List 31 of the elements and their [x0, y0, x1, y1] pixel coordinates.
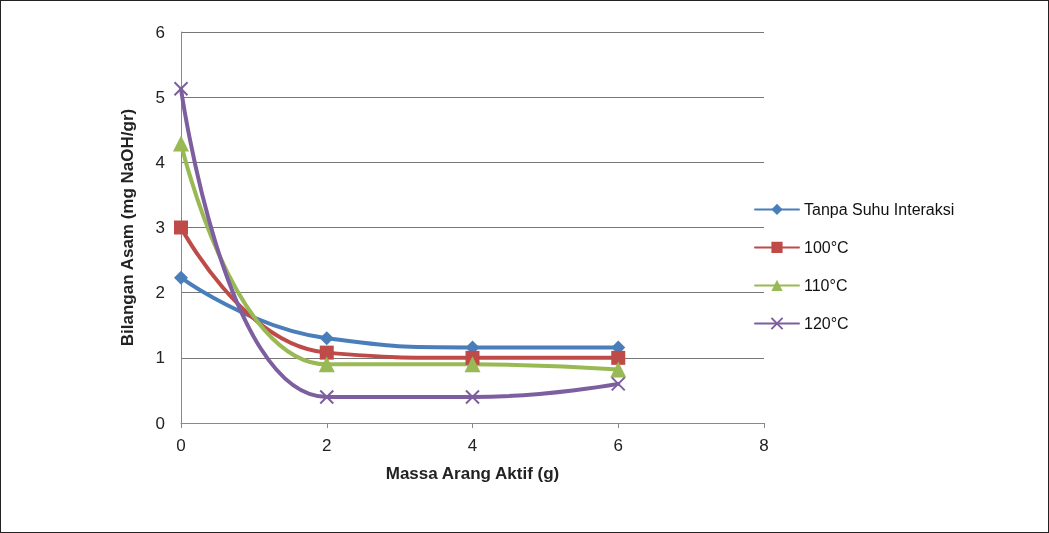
x-axis-title: Massa Arang Aktif (g) [385, 464, 560, 483]
y-axis-title: Bilangan Asam (mg NaOH/gr) [118, 108, 137, 347]
point [174, 270, 188, 285]
y-tick-label: 0 [155, 413, 165, 433]
point [174, 220, 188, 235]
point [318, 356, 335, 373]
point [464, 356, 481, 373]
x-tick-label: 8 [759, 436, 769, 455]
y-tick-label: 2 [155, 283, 165, 303]
x-tick-label: 4 [467, 436, 478, 455]
legend-label: 120°C [804, 315, 849, 332]
x-tick-label: 6 [613, 436, 623, 455]
point [173, 81, 189, 97]
point [465, 389, 480, 405]
y-tick-label: 1 [155, 348, 165, 368]
legend-label: 100°C [804, 238, 849, 256]
legend-label: 110°C [804, 276, 848, 294]
point [173, 135, 189, 152]
point [319, 331, 334, 346]
x-tick-label: 0 [176, 436, 186, 455]
point [319, 389, 335, 405]
y-tick-label: 4 [155, 152, 165, 172]
point [610, 376, 626, 392]
y-tick-label: 6 [155, 22, 165, 42]
y-tick-label: 5 [155, 87, 165, 107]
legend-label: Tanpa Suhu Interaksi [804, 200, 955, 218]
x-tick-label: 2 [322, 436, 332, 455]
point [611, 350, 626, 365]
y-tick-label: 3 [155, 218, 165, 237]
point [610, 361, 627, 378]
point [319, 345, 334, 360]
